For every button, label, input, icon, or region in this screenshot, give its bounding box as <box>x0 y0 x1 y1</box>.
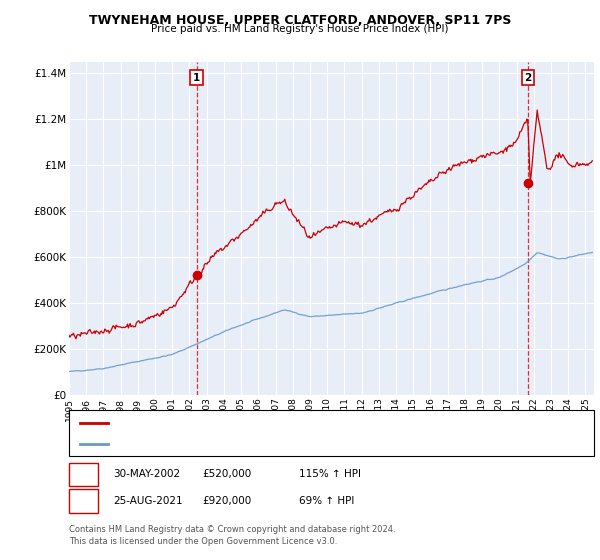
Text: 2: 2 <box>80 496 87 506</box>
Text: HPI: Average price, detached house, Test Valley: HPI: Average price, detached house, Test… <box>114 439 340 448</box>
Text: 2: 2 <box>524 73 532 83</box>
Text: TWYNEHAM HOUSE, UPPER CLATFORD, ANDOVER, SP11 7PS (detached house): TWYNEHAM HOUSE, UPPER CLATFORD, ANDOVER,… <box>114 419 486 428</box>
Text: 30-MAY-2002: 30-MAY-2002 <box>113 469 180 479</box>
Text: TWYNEHAM HOUSE, UPPER CLATFORD, ANDOVER, SP11 7PS: TWYNEHAM HOUSE, UPPER CLATFORD, ANDOVER,… <box>89 14 511 27</box>
Text: £520,000: £520,000 <box>203 469 252 479</box>
Text: 25-AUG-2021: 25-AUG-2021 <box>113 496 182 506</box>
Text: 115% ↑ HPI: 115% ↑ HPI <box>299 469 361 479</box>
Text: 1: 1 <box>80 469 87 479</box>
Text: 69% ↑ HPI: 69% ↑ HPI <box>299 496 354 506</box>
Text: 1: 1 <box>193 73 200 83</box>
Text: Contains HM Land Registry data © Crown copyright and database right 2024.
This d: Contains HM Land Registry data © Crown c… <box>69 525 395 546</box>
Text: £920,000: £920,000 <box>203 496 252 506</box>
Text: Price paid vs. HM Land Registry's House Price Index (HPI): Price paid vs. HM Land Registry's House … <box>151 24 449 34</box>
